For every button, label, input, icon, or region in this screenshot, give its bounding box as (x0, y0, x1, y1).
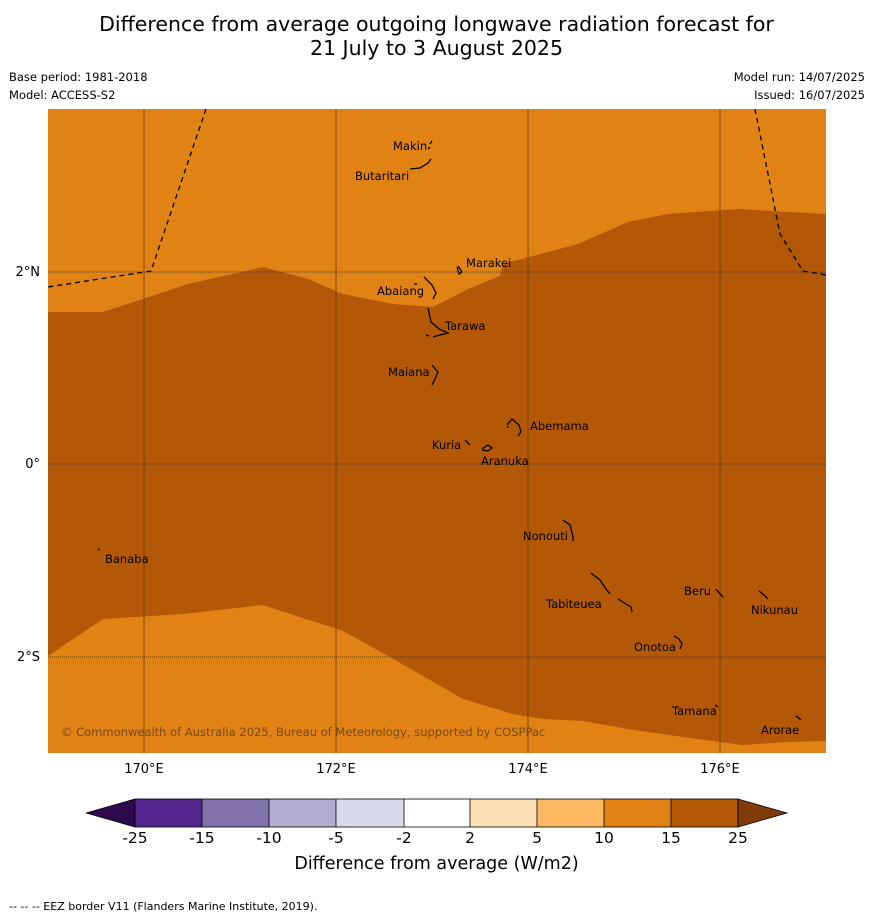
colorbar-label-2: 2 (465, 829, 475, 847)
colorbar-bin-8 (604, 799, 671, 827)
colorbar-title: Difference from average (W/m2) (294, 854, 579, 874)
colorbar-bin-7 (537, 799, 604, 827)
colorbar-label-25: 25 (728, 829, 748, 847)
colorbar-bin-9 (671, 799, 738, 827)
colorbar-bin-4 (336, 799, 404, 827)
model-name: Model: ACCESS-S2 (9, 88, 116, 102)
eez-border (48, 109, 826, 288)
label-banaba: Banaba (105, 552, 149, 566)
colorbar-label-m2: -2 (396, 829, 412, 847)
island-labels: Makin Butaritari Marakei Abaiang Tarawa … (105, 139, 799, 737)
title-line-1: Difference from average outgoing longwav… (99, 12, 774, 36)
label-nonouti: Nonouti (523, 529, 568, 543)
colorbar-label-5: 5 (532, 829, 542, 847)
graticule (143, 109, 721, 753)
title-line-2: 21 July to 3 August 2025 (309, 36, 564, 60)
y-tick-2S: 2°S (16, 650, 40, 665)
colorbar-bin-6 (470, 799, 537, 827)
issued-date: Issued: 16/07/2025 (754, 88, 865, 102)
map-title: Difference from average outgoing longwav… (0, 12, 873, 60)
colorbar-label-m10: -10 (256, 829, 282, 847)
colorbar-under (86, 798, 136, 828)
colorbar-label-15: 15 (661, 829, 681, 847)
label-arorae: Arorae (761, 723, 799, 737)
colorbar-bin-2 (202, 799, 269, 827)
base-period: Base period: 1981-2018 (9, 70, 148, 84)
graticule-lat (48, 271, 826, 658)
label-onotoa: Onotoa (634, 640, 676, 654)
colorbar-label-m25: -25 (122, 829, 148, 847)
colorbar-over (737, 798, 788, 828)
x-tick-170E: 170°E (124, 762, 164, 777)
label-tarawa: Tarawa (444, 319, 485, 333)
label-kuria: Kuria (432, 438, 461, 452)
x-tick-176E: 176°E (700, 762, 740, 777)
colorbar-bin-5 (404, 799, 470, 827)
label-maiana: Maiana (388, 365, 430, 379)
colorbar-bin-3 (269, 799, 336, 827)
colorbar-label-m5: -5 (328, 829, 344, 847)
label-aranuka: Aranuka (481, 454, 529, 468)
meta-right: Model run: 14/07/2025 Issued: 16/07/2025 (734, 68, 865, 104)
island-shapes (97, 140, 802, 721)
label-marakei: Marakei (466, 256, 511, 270)
map-panel: Makin Butaritari Marakei Abaiang Tarawa … (48, 109, 826, 753)
eez-footnote: -- -- -- EEZ border V11 (Flanders Marine… (9, 900, 318, 913)
meta-left: Base period: 1981-2018 Model: ACCESS-S2 (9, 68, 148, 104)
label-beru: Beru (684, 584, 711, 598)
x-tick-174E: 174°E (508, 762, 548, 777)
label-nikunau: Nikunau (751, 603, 798, 617)
label-butaritari: Butaritari (355, 169, 409, 183)
label-abemama: Abemama (530, 419, 589, 433)
y-tick-2N: 2°N (15, 265, 41, 280)
copyright-notice: © Commonwealth of Australia 2025, Bureau… (61, 725, 545, 739)
label-abaiang: Abaiang (377, 284, 424, 298)
y-tick-0: 0° (25, 457, 40, 472)
colorbar-label-m15: -15 (189, 829, 215, 847)
model-run: Model run: 14/07/2025 (733, 70, 865, 84)
colorbar-label-10: 10 (594, 829, 614, 847)
x-tick-172E: 172°E (316, 762, 356, 777)
label-makin: Makin (393, 139, 427, 153)
label-tabiteuea: Tabiteuea (545, 597, 602, 611)
label-tamana: Tamana (671, 704, 717, 718)
colorbar (86, 798, 788, 828)
colorbar-bin-1 (135, 799, 202, 827)
